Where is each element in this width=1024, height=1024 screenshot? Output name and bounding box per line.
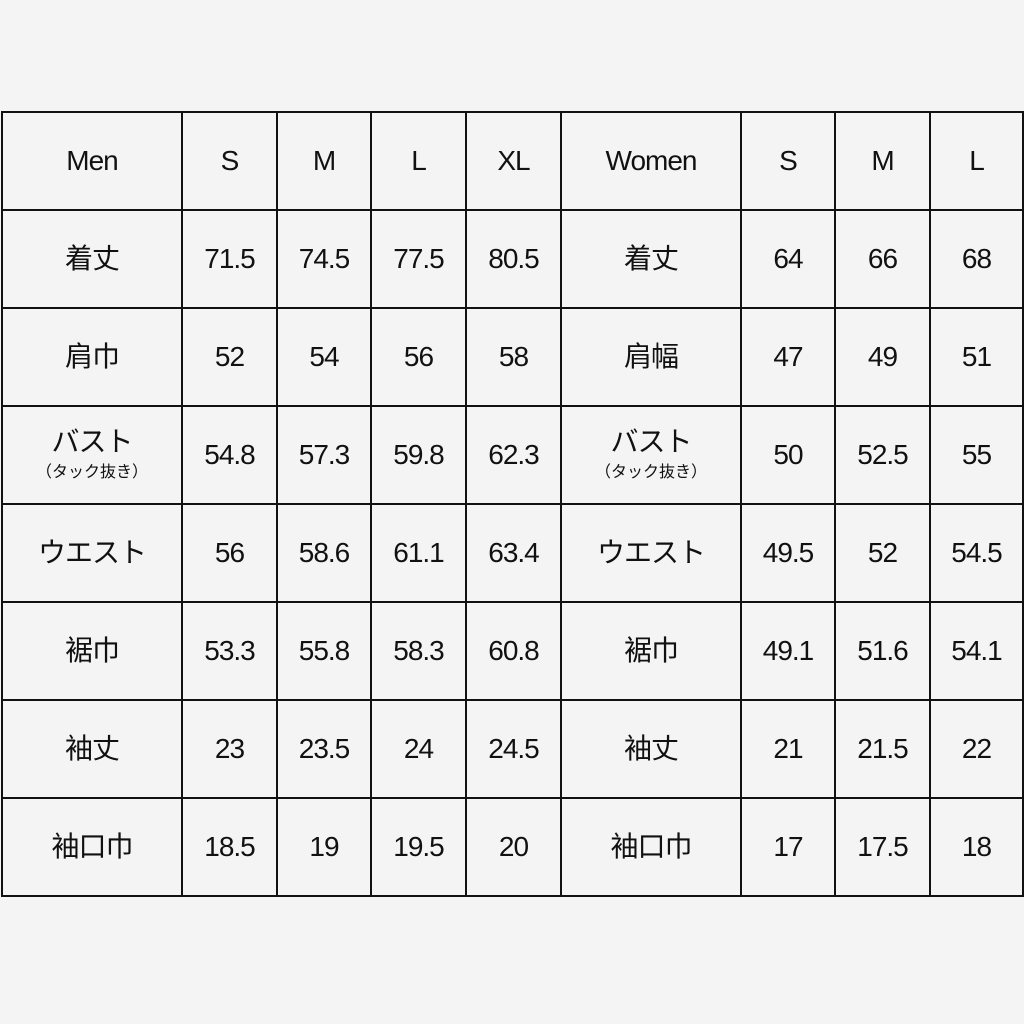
women-measure-label: 袖丈 [560, 699, 742, 799]
women-value-cell: 68 [929, 209, 1024, 309]
men-value-cell: 55.8 [276, 601, 372, 701]
women-measure-name: 袖口巾 [610, 831, 692, 862]
women-value-cell: 51.6 [834, 601, 931, 701]
women-value-cell: 21.5 [834, 699, 931, 799]
men-value-cell: 53.3 [181, 601, 278, 701]
women-value-cell: 49.5 [740, 503, 836, 603]
women-value-cell: 50 [740, 405, 836, 505]
men-value-cell: 77.5 [370, 209, 467, 309]
women-value-cell: 51 [929, 307, 1024, 407]
men-measure-label: ウエスト [1, 503, 183, 603]
men-measure-label: バスト （タック抜き） [1, 405, 183, 505]
women-value-cell: 18 [929, 797, 1024, 897]
men-value-cell: 58.3 [370, 601, 467, 701]
men-measure-name: 着丈 [64, 243, 120, 274]
men-measure-label: 裾巾 [1, 601, 183, 701]
women-measure-label: 裾巾 [560, 601, 742, 701]
men-measure-name: 袖丈 [64, 733, 120, 764]
women-value-cell: 49 [834, 307, 931, 407]
size-chart-table: Men S M L XL Women S M L 着丈 71.5 74.5 77.5 8… [1, 111, 1024, 897]
men-value-cell: 24.5 [465, 699, 562, 799]
men-measure-label: 袖丈 [1, 699, 183, 799]
header-men-m: M [276, 111, 372, 211]
women-measure-note: （タック抜き） [594, 464, 707, 481]
women-measure-name: バスト [610, 426, 692, 457]
men-value-cell: 71.5 [181, 209, 278, 309]
table-row: 袖丈 23 23.5 24 24.5 袖丈 21 21.5 22 [1, 699, 1024, 799]
men-value-cell: 20 [465, 797, 562, 897]
header-men: Men [1, 111, 183, 211]
header-women-l: L [929, 111, 1024, 211]
men-value-cell: 56 [181, 503, 278, 603]
table-row: ウエスト 56 58.6 61.1 63.4 ウエスト 49.5 52 54.5 [1, 503, 1024, 603]
men-value-cell: 23.5 [276, 699, 372, 799]
men-measure-note: （タック抜き） [35, 464, 148, 481]
men-measure-label: 着丈 [1, 209, 183, 309]
men-value-cell: 74.5 [276, 209, 372, 309]
women-value-cell: 21 [740, 699, 836, 799]
men-measure-label: 肩巾 [1, 307, 183, 407]
men-measure-name: 肩巾 [64, 341, 120, 372]
men-value-cell: 56 [370, 307, 467, 407]
men-value-cell: 18.5 [181, 797, 278, 897]
header-row: Men S M L XL Women S M L [1, 111, 1024, 211]
men-value-cell: 63.4 [465, 503, 562, 603]
women-value-cell: 54.1 [929, 601, 1024, 701]
women-measure-name: ウエスト [596, 537, 706, 568]
men-measure-name: 裾巾 [64, 635, 120, 666]
women-measure-label: 袖口巾 [560, 797, 742, 897]
women-measure-label: 肩幅 [560, 307, 742, 407]
header-women-m: M [834, 111, 931, 211]
men-value-cell: 19 [276, 797, 372, 897]
men-value-cell: 54 [276, 307, 372, 407]
men-value-cell: 23 [181, 699, 278, 799]
header-men-s: S [181, 111, 278, 211]
men-value-cell: 60.8 [465, 601, 562, 701]
women-value-cell: 54.5 [929, 503, 1024, 603]
men-value-cell: 19.5 [370, 797, 467, 897]
women-measure-label: 着丈 [560, 209, 742, 309]
women-measure-name: 裾巾 [623, 635, 679, 666]
women-value-cell: 66 [834, 209, 931, 309]
men-measure-name: 袖口巾 [51, 831, 133, 862]
women-value-cell: 47 [740, 307, 836, 407]
men-measure-name: ウエスト [37, 537, 147, 568]
women-measure-name: 着丈 [623, 243, 679, 274]
women-value-cell: 52 [834, 503, 931, 603]
men-value-cell: 24 [370, 699, 467, 799]
women-value-cell: 52.5 [834, 405, 931, 505]
men-value-cell: 57.3 [276, 405, 372, 505]
men-measure-label: 袖口巾 [1, 797, 183, 897]
men-value-cell: 59.8 [370, 405, 467, 505]
header-women-s: S [740, 111, 836, 211]
women-measure-label: バスト （タック抜き） [560, 405, 742, 505]
women-measure-name: 肩幅 [623, 341, 679, 372]
header-men-l: L [370, 111, 467, 211]
women-value-cell: 64 [740, 209, 836, 309]
men-value-cell: 58 [465, 307, 562, 407]
men-value-cell: 54.8 [181, 405, 278, 505]
table-row: 着丈 71.5 74.5 77.5 80.5 着丈 64 66 68 [1, 209, 1024, 309]
table-row: 袖口巾 18.5 19 19.5 20 袖口巾 17 17.5 18 [1, 797, 1024, 897]
women-measure-name: 袖丈 [623, 733, 679, 764]
men-value-cell: 61.1 [370, 503, 467, 603]
men-value-cell: 52 [181, 307, 278, 407]
table-row: 肩巾 52 54 56 58 肩幅 47 49 51 [1, 307, 1024, 407]
men-measure-name: バスト [51, 426, 133, 457]
women-value-cell: 49.1 [740, 601, 836, 701]
women-measure-label: ウエスト [560, 503, 742, 603]
table-row: 裾巾 53.3 55.8 58.3 60.8 裾巾 49.1 51.6 54.1 [1, 601, 1024, 701]
header-men-xl: XL [465, 111, 562, 211]
table-row: バスト （タック抜き） 54.8 57.3 59.8 62.3 バスト （タック抜き） 50 52… [1, 405, 1024, 505]
women-value-cell: 17 [740, 797, 836, 897]
men-value-cell: 62.3 [465, 405, 562, 505]
men-value-cell: 80.5 [465, 209, 562, 309]
men-value-cell: 58.6 [276, 503, 372, 603]
women-value-cell: 55 [929, 405, 1024, 505]
women-value-cell: 17.5 [834, 797, 931, 897]
women-value-cell: 22 [929, 699, 1024, 799]
header-women: Women [560, 111, 742, 211]
